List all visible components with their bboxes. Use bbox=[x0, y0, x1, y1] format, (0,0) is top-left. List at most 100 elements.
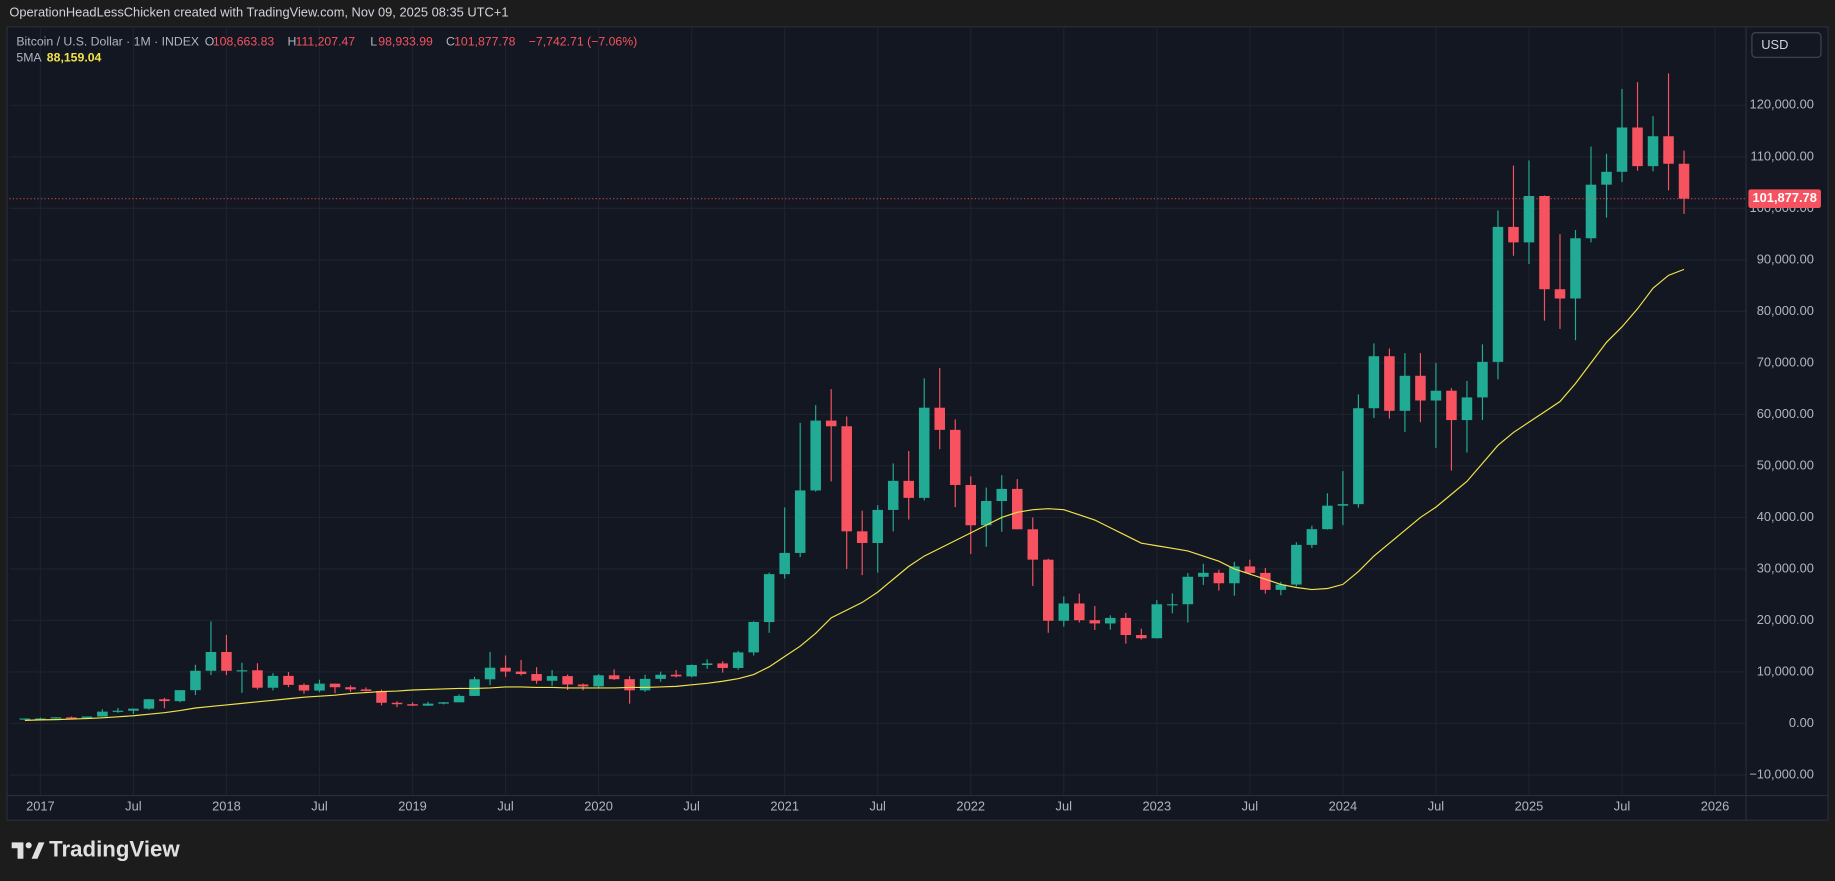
candle-body bbox=[1446, 390, 1457, 421]
candle-body bbox=[546, 676, 558, 681]
candle-body bbox=[236, 670, 248, 672]
candle-body bbox=[174, 690, 186, 702]
x-tick-label: Jul bbox=[1242, 799, 1258, 814]
candle-body bbox=[1306, 529, 1318, 545]
candle-body bbox=[1632, 127, 1643, 167]
x-tick-label: 2020 bbox=[584, 799, 613, 814]
legend-symbol: Bitcoin / U.S. Dollar · 1M · INDEX bbox=[16, 34, 199, 48]
candle-body bbox=[965, 484, 977, 526]
x-tick-label: Jul bbox=[869, 799, 885, 814]
candle-body bbox=[1647, 136, 1659, 167]
candle-body bbox=[1430, 390, 1442, 401]
candle-body bbox=[360, 689, 372, 691]
candle-body bbox=[1353, 408, 1364, 505]
legend-change: −7,742.71 (−7.06%) bbox=[529, 34, 637, 48]
logo-mark bbox=[31, 842, 45, 859]
plot-area bbox=[9, 73, 1747, 721]
legend-ohlc-key: C bbox=[446, 34, 455, 48]
candle-body bbox=[1461, 397, 1473, 421]
legend-ma-name: 5MA bbox=[16, 51, 42, 65]
candle-body bbox=[1074, 603, 1085, 621]
x-tick-label: 2019 bbox=[398, 799, 427, 814]
last-price-label: 101,877.78 bbox=[1752, 190, 1816, 205]
candle-body bbox=[639, 678, 651, 691]
candle-body bbox=[717, 663, 728, 668]
candle-body bbox=[190, 670, 201, 691]
candle-body bbox=[283, 675, 294, 685]
x-tick-label: Jul bbox=[497, 799, 513, 814]
logo-mark bbox=[25, 842, 32, 849]
y-tick-label: 10,000.00 bbox=[1757, 663, 1814, 678]
candle-body bbox=[732, 652, 744, 668]
header-text: OperationHeadLessChicken created with Tr… bbox=[9, 4, 508, 19]
candle-body bbox=[112, 710, 124, 712]
legend-ohlc-key: O bbox=[205, 34, 215, 48]
candle-body bbox=[1616, 127, 1628, 172]
y-tick-label: 120,000.00 bbox=[1750, 97, 1814, 112]
x-tick-label: Jul bbox=[1056, 799, 1072, 814]
candle-body bbox=[128, 708, 139, 711]
candle-body bbox=[1136, 635, 1147, 639]
x-tick-label: Jul bbox=[125, 799, 141, 814]
candle-body bbox=[1229, 566, 1240, 584]
y-tick-label: 80,000.00 bbox=[1757, 303, 1814, 318]
candle-body bbox=[1213, 572, 1225, 584]
candle-body bbox=[1322, 505, 1333, 530]
currency-button[interactable] bbox=[1751, 32, 1822, 58]
x-tick-label: Jul bbox=[311, 799, 327, 814]
y-tick-label: 40,000.00 bbox=[1757, 509, 1814, 524]
candle-body bbox=[794, 490, 806, 553]
candle-body bbox=[701, 663, 713, 666]
candle-body bbox=[469, 679, 480, 696]
y-tick-label: −10,000.00 bbox=[1749, 766, 1814, 781]
candle-body bbox=[453, 695, 465, 703]
candle-body bbox=[1058, 603, 1070, 621]
currency-label[interactable]: USD bbox=[1761, 37, 1788, 52]
candle-body bbox=[918, 407, 930, 498]
candle-body bbox=[97, 711, 108, 717]
logo-mark bbox=[11, 842, 24, 859]
candle-body bbox=[1027, 529, 1039, 560]
candle-body bbox=[1601, 171, 1612, 185]
candle-body bbox=[252, 670, 263, 688]
legend-ohlc-key: H bbox=[288, 34, 297, 48]
candle-body bbox=[1678, 163, 1690, 199]
candle-body bbox=[484, 667, 496, 680]
candle-body bbox=[81, 716, 93, 718]
candle-body bbox=[267, 675, 279, 688]
candle-body bbox=[856, 531, 868, 543]
candle-body bbox=[810, 420, 821, 491]
candle-body bbox=[1182, 576, 1194, 605]
candle-body bbox=[1663, 136, 1674, 164]
candle-body bbox=[655, 674, 666, 679]
candle-body bbox=[345, 687, 356, 690]
candle-body bbox=[35, 718, 46, 720]
candle-body bbox=[608, 675, 620, 680]
candle-body bbox=[1105, 617, 1116, 624]
candle-body bbox=[1291, 544, 1302, 585]
axes: −10,000.00 0.00 10,000.00 20,000.00 30,000.0… bbox=[26, 97, 1821, 814]
candle-body bbox=[887, 480, 899, 510]
candle-body bbox=[1384, 356, 1395, 411]
candle-body bbox=[1539, 196, 1550, 290]
y-tick-label: 110,000.00 bbox=[1751, 148, 1814, 163]
candle-body bbox=[980, 501, 992, 526]
x-tick-label: 2017 bbox=[26, 799, 55, 814]
candle-body bbox=[159, 699, 170, 702]
candle-body bbox=[1523, 196, 1535, 243]
y-tick-label: 0.00 bbox=[1789, 715, 1814, 730]
candle-body bbox=[996, 488, 1008, 502]
candle-body bbox=[577, 684, 589, 687]
y-tick-label: 60,000.00 bbox=[1757, 406, 1814, 421]
moving-average-line bbox=[24, 268, 1685, 721]
candle-body bbox=[1151, 604, 1163, 639]
candle-body bbox=[1337, 504, 1349, 506]
x-tick-label: 2021 bbox=[770, 799, 799, 814]
tradingview-logo bbox=[11, 842, 45, 859]
chart-panel bbox=[6, 26, 1829, 821]
candle-body bbox=[593, 675, 604, 687]
candle-body bbox=[1244, 566, 1256, 573]
legend-ohlc-value: 101,877.78 bbox=[454, 34, 516, 48]
